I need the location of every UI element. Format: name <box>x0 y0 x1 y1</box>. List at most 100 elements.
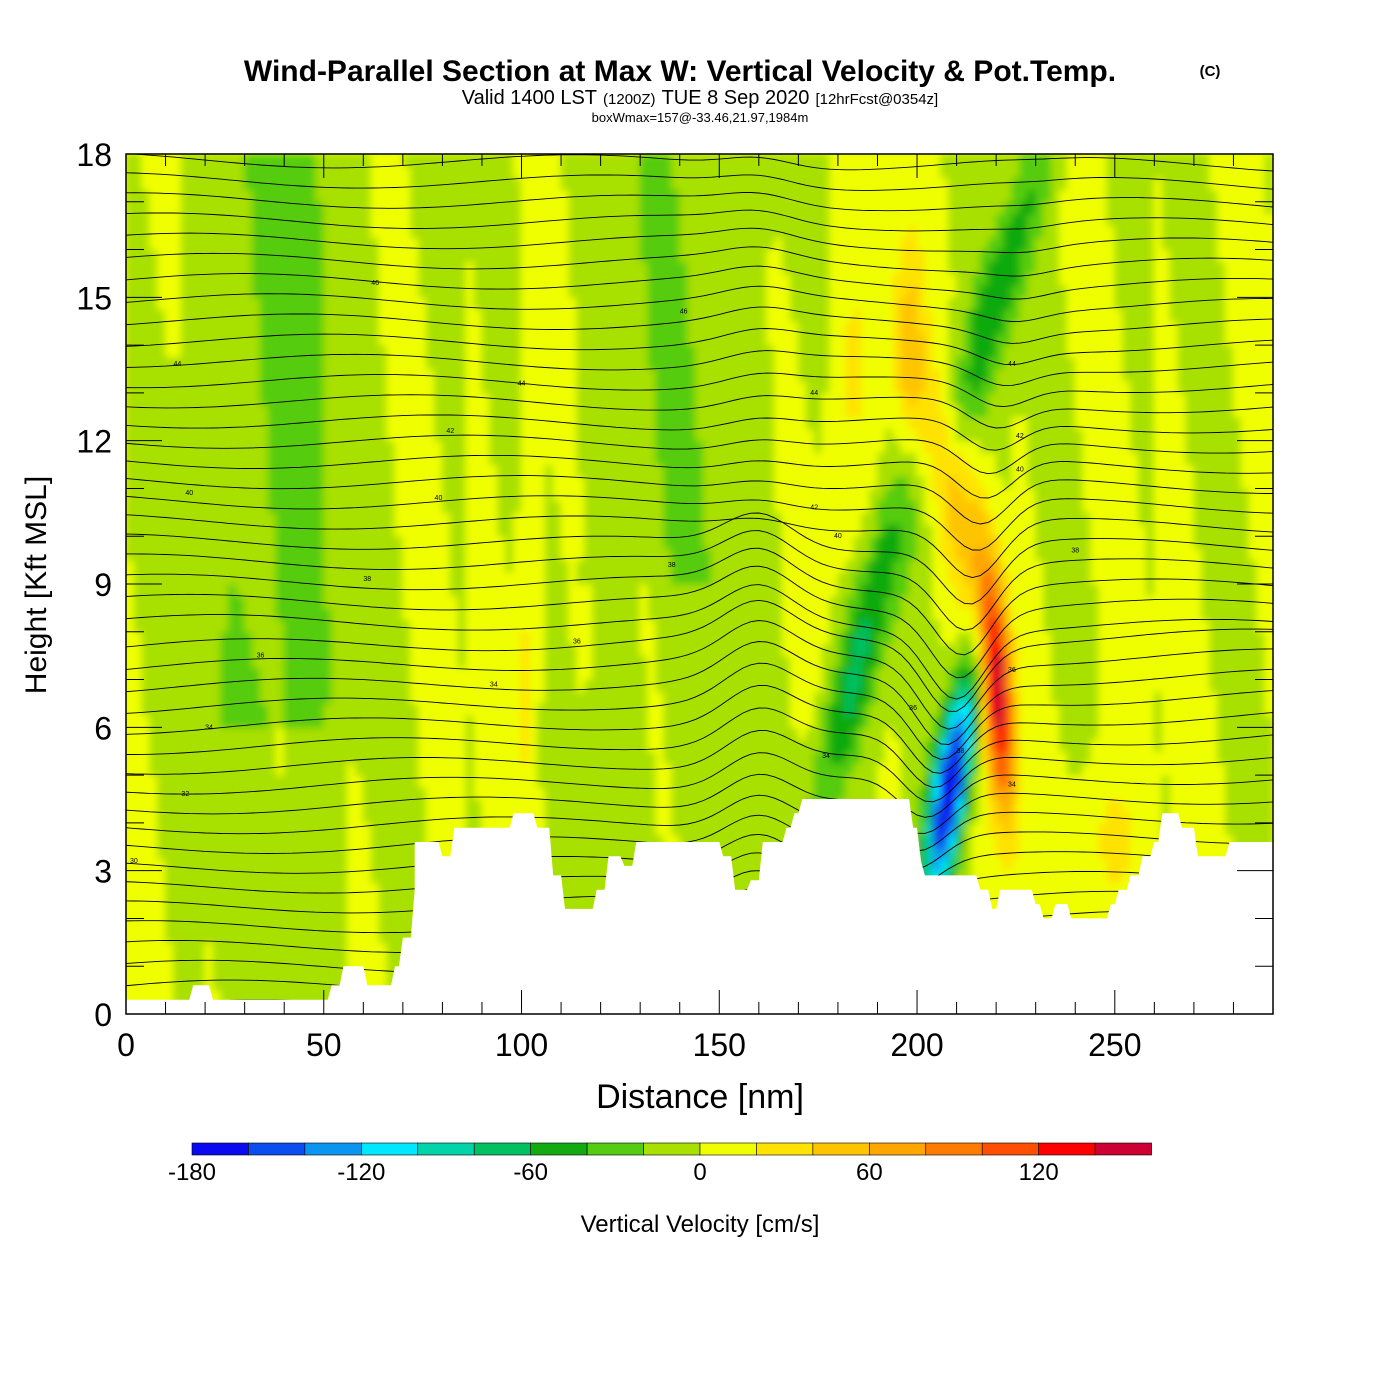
field-cell <box>608 655 617 669</box>
field-cell <box>157 679 167 692</box>
field-cell <box>133 237 143 251</box>
field-cell <box>386 272 396 286</box>
field-cell <box>315 249 325 262</box>
field-cell <box>323 499 333 513</box>
field-cell <box>568 261 578 274</box>
field-cell <box>346 679 356 692</box>
field-cell <box>552 667 562 681</box>
field-cell <box>236 870 246 884</box>
field-cell <box>386 416 396 430</box>
field-cell <box>568 344 578 358</box>
field-cell <box>354 643 364 657</box>
field-cell <box>275 774 285 788</box>
field-cell <box>489 332 499 346</box>
field-cell <box>236 858 246 872</box>
field-cell <box>378 977 388 991</box>
field-cell <box>576 272 586 286</box>
field-cell <box>196 154 206 167</box>
field-cell <box>592 440 602 454</box>
field-cell <box>291 284 301 298</box>
field-cell <box>386 332 396 346</box>
field-cell <box>473 344 483 358</box>
field-cell <box>457 428 467 442</box>
field-cell <box>513 499 523 513</box>
field-cell <box>663 679 673 692</box>
field-cell <box>647 774 657 788</box>
field-cell <box>600 607 610 621</box>
field-cell <box>465 189 475 203</box>
field-cell <box>165 154 174 167</box>
field-cell <box>592 201 602 215</box>
field-cell <box>386 834 396 848</box>
field-cell <box>418 702 428 716</box>
field-cell <box>473 750 483 764</box>
field-cell <box>647 535 657 549</box>
field-cell <box>592 165 602 179</box>
field-cell <box>544 452 554 466</box>
field-cell <box>615 440 625 454</box>
field-cell <box>259 213 269 227</box>
field-cell <box>126 320 135 334</box>
field-cell <box>434 332 443 346</box>
field-cell <box>655 261 665 274</box>
field-cell <box>576 404 586 418</box>
field-cell <box>133 535 143 549</box>
field-cell <box>410 691 420 704</box>
field-cell <box>402 643 412 657</box>
field-cell <box>600 237 610 251</box>
field-cell <box>236 619 246 633</box>
field-cell <box>378 428 388 442</box>
field-cell <box>259 894 269 907</box>
field-cell <box>252 714 261 728</box>
field-cell <box>141 452 151 466</box>
field-cell <box>291 511 301 525</box>
field-cell <box>220 977 230 991</box>
field-cell <box>655 440 665 454</box>
field-cell <box>489 154 499 167</box>
field-cell <box>323 559 333 573</box>
field-cell <box>331 154 341 167</box>
field-cell <box>196 846 206 860</box>
field-cell <box>228 201 238 215</box>
field-cell <box>623 416 633 430</box>
field-cell <box>331 249 341 262</box>
field-cell <box>631 213 641 227</box>
field-cell <box>521 679 530 692</box>
field-cell <box>639 272 649 286</box>
field-cell <box>663 368 673 382</box>
field-cell <box>228 511 238 525</box>
field-cell <box>370 249 380 262</box>
field-cell <box>299 929 309 943</box>
field-cell <box>378 941 388 955</box>
field-cell <box>196 894 206 907</box>
field-cell <box>655 786 665 800</box>
field-cell <box>259 487 269 501</box>
field-cell <box>188 941 198 955</box>
field-cell <box>180 774 190 788</box>
field-cell <box>584 691 594 704</box>
field-cell <box>544 619 554 633</box>
field-cell <box>489 428 499 442</box>
field-cell <box>600 272 610 286</box>
field-cell <box>180 810 190 824</box>
field-cell <box>204 726 214 740</box>
field-cell <box>663 571 673 585</box>
field-cell <box>267 822 277 836</box>
field-cell <box>473 714 483 728</box>
field-cell <box>378 237 388 251</box>
field-cell <box>299 284 309 298</box>
field-cell <box>126 989 135 1003</box>
field-cell <box>560 559 570 573</box>
field-cell <box>631 380 641 394</box>
field-cell <box>331 201 341 215</box>
field-cell <box>465 702 475 716</box>
field-cell <box>220 177 230 191</box>
field-cell <box>267 894 277 907</box>
field-cell <box>584 499 594 513</box>
field-cell <box>521 631 530 645</box>
field-cell <box>315 702 325 716</box>
field-cell <box>402 487 412 501</box>
field-cell <box>228 308 238 322</box>
field-cell <box>244 810 254 824</box>
field-cell <box>283 691 293 704</box>
